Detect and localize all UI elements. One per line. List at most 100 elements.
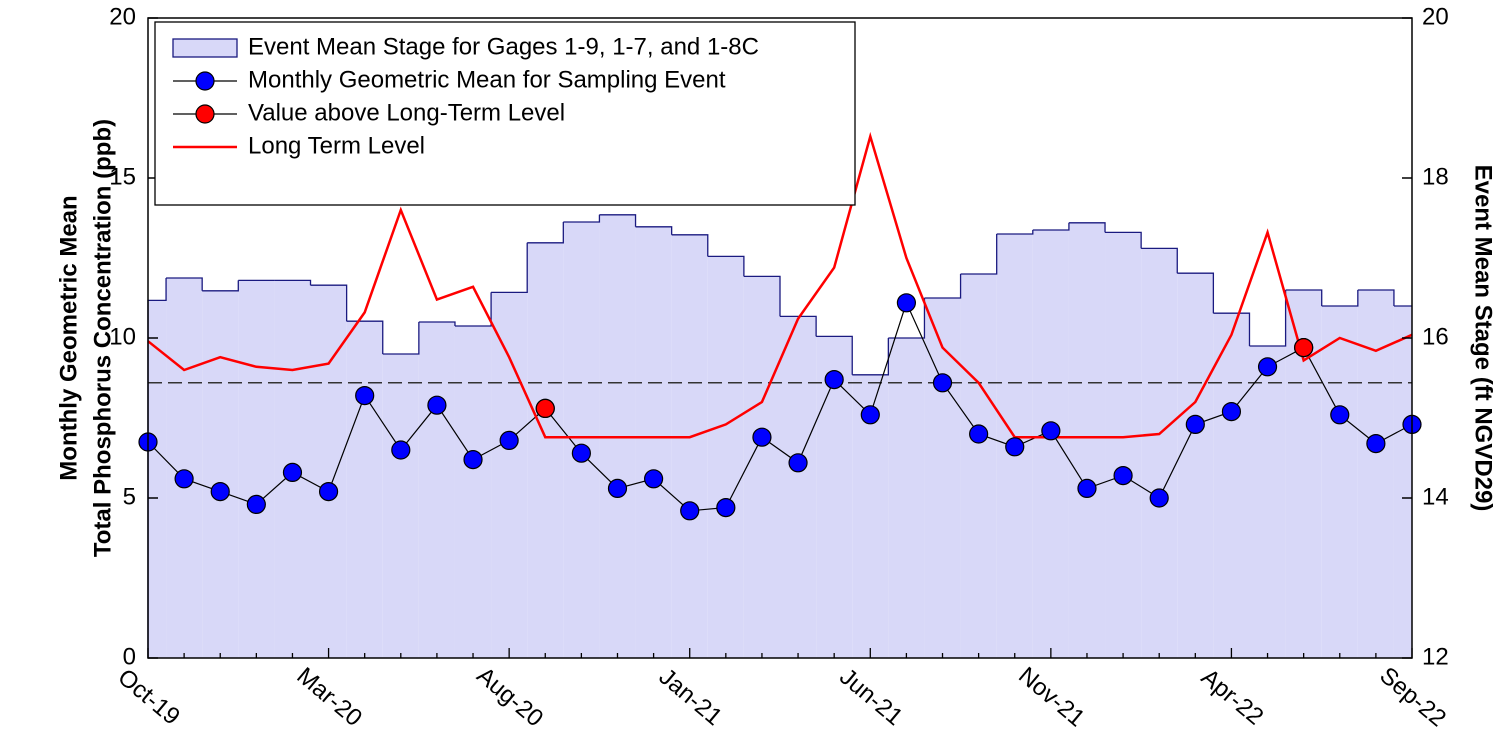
data-point <box>1113 466 1133 486</box>
data-point <box>535 398 555 418</box>
stage-edge <box>527 222 564 244</box>
legend-swatch <box>195 71 215 91</box>
y2-axis-title: Event Mean Stage (ft NGVD29) <box>1470 165 1497 512</box>
data-point <box>969 424 989 444</box>
data-point <box>860 405 880 425</box>
stage-edge <box>599 214 637 227</box>
stage-edge <box>1177 272 1215 314</box>
stage-step <box>454 326 492 658</box>
x-tick-label: Nov-21 <box>1013 662 1090 732</box>
data-point <box>210 482 230 502</box>
data-point <box>355 386 375 406</box>
stage-edge <box>1357 289 1395 306</box>
y2-tick-label: 14 <box>1422 483 1449 510</box>
stage-edge <box>671 234 709 257</box>
stage-step <box>1068 222 1106 659</box>
data-point <box>932 373 953 393</box>
x-tick-label: Oct-19 <box>112 664 185 731</box>
stage-step <box>148 300 167 658</box>
series-line <box>147 131 1413 439</box>
y2-tick-label: 20 <box>1422 3 1449 30</box>
stage-edge <box>816 335 853 375</box>
stage-step <box>563 222 600 658</box>
stage-edge <box>888 298 926 339</box>
stage-step <box>1249 346 1286 658</box>
stage-edge <box>1105 231 1142 249</box>
data-point <box>1257 357 1278 377</box>
data-point <box>680 501 700 521</box>
stage-step <box>202 290 239 658</box>
data-point <box>1330 405 1350 425</box>
data-point <box>1005 437 1025 457</box>
legend-label: Long Term Level <box>248 132 425 159</box>
data-point <box>752 427 772 447</box>
stage-edge <box>454 292 492 327</box>
data-point <box>1294 338 1314 358</box>
legend-swatch <box>172 38 238 58</box>
stage-edge <box>1249 290 1287 347</box>
data-point <box>643 469 664 489</box>
stage-step <box>418 322 455 658</box>
stage-edge <box>1321 290 1359 307</box>
stage-step <box>1177 273 1214 658</box>
legend-swatch <box>195 104 215 124</box>
stage-step <box>382 354 419 658</box>
stage-step <box>1321 306 1358 658</box>
x-tick-label: Jan-21 <box>654 663 728 731</box>
stage-edge <box>960 234 998 275</box>
legend-label: Event Mean Stage for Gages 1-9, 1-7, and… <box>248 33 759 60</box>
data-point <box>896 293 917 313</box>
stage-step <box>888 338 925 658</box>
stage-step <box>491 292 528 658</box>
stage-edge <box>1141 247 1178 274</box>
legend-label: Monthly Geometric Mean for Sampling Even… <box>248 66 726 93</box>
stage-step <box>1032 230 1069 658</box>
stage-edge <box>310 284 348 322</box>
data-point <box>788 453 808 473</box>
stage-edge <box>1213 312 1251 346</box>
data-point <box>607 478 628 498</box>
stage-step <box>960 274 997 658</box>
data-point <box>499 430 519 450</box>
stage-step <box>635 226 672 659</box>
stage-edge <box>202 280 239 292</box>
data-point <box>1185 414 1205 434</box>
stage-step <box>1141 248 1178 658</box>
stage-step <box>527 242 564 659</box>
stage-edge <box>166 277 203 291</box>
stage-step <box>743 276 780 658</box>
stage-step <box>310 285 347 658</box>
stage-step <box>238 280 275 658</box>
y-tick-label: 5 <box>123 483 136 510</box>
stage-step <box>780 316 817 658</box>
y-axis-title: Monthly Geometric Mean <box>55 195 82 480</box>
stage-step <box>346 321 383 658</box>
stage-step <box>1393 306 1412 658</box>
data-point <box>391 440 411 460</box>
stage-edge <box>418 321 456 326</box>
data-point <box>1041 421 1061 441</box>
data-point <box>318 482 339 502</box>
x-tick-label: Sep-22 <box>1374 662 1451 732</box>
stage-step <box>166 278 203 658</box>
data-point <box>1149 488 1169 508</box>
x-tick-label: Aug-20 <box>472 662 549 732</box>
stage-step <box>671 234 708 659</box>
stage-step <box>707 256 744 658</box>
stage-step <box>1213 313 1250 658</box>
stage-edge <box>1068 222 1106 233</box>
data-point <box>571 443 591 463</box>
y-tick-label: 20 <box>109 3 136 30</box>
stage-edge <box>382 322 420 355</box>
x-tick-label: Mar-20 <box>292 662 368 732</box>
stage-edge <box>563 214 601 223</box>
stage-edge <box>780 315 817 337</box>
stage-step <box>816 336 853 658</box>
stage-edge <box>491 242 528 294</box>
y-axis-title: Total Phosphorus Concentration (ppb) <box>89 119 116 557</box>
y2-tick-label: 12 <box>1422 643 1449 670</box>
data-point <box>427 395 447 415</box>
y2-tick-label: 18 <box>1422 163 1449 190</box>
stage-edge <box>635 226 673 235</box>
data-point <box>716 498 736 518</box>
